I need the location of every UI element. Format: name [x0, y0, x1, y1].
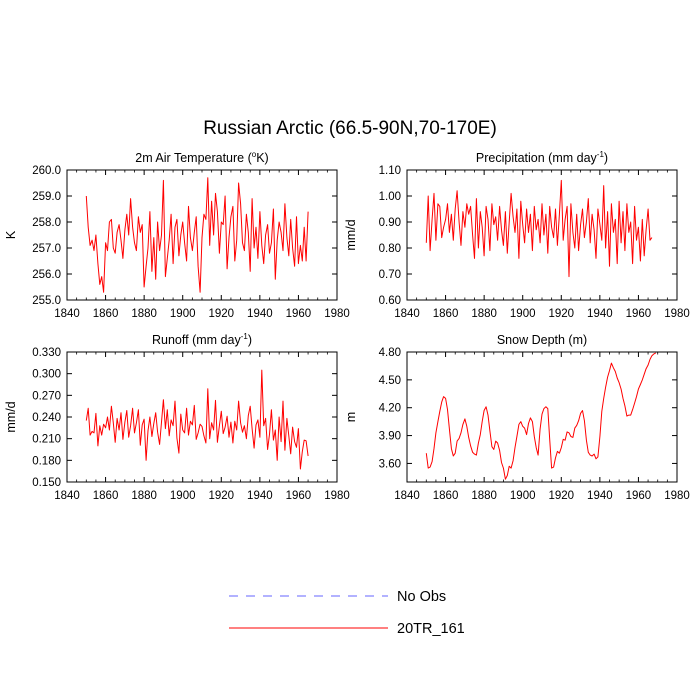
y-tick-label: 0.180: [32, 455, 61, 467]
legend-label: 20TR_161: [397, 621, 465, 637]
x-tick-label: 1860: [433, 490, 459, 502]
plot-frame: [406, 351, 678, 483]
legend-item: 20TR_161: [229, 621, 465, 637]
y-axis-label: K: [4, 230, 18, 239]
plot-frame: [66, 169, 338, 301]
x-tick-label: 1840: [54, 308, 80, 320]
series-line-20TR_161: [425, 352, 657, 480]
x-tick-label: 1960: [286, 308, 312, 320]
panel-title: Precipitation (mm day-1): [476, 150, 608, 165]
x-tick-label: 1860: [93, 490, 119, 502]
y-tick-label: 0.240: [32, 412, 61, 424]
y-tick-label: 4.20: [379, 403, 401, 415]
x-tick-label: 1880: [131, 308, 157, 320]
x-tick-label: 1880: [131, 490, 157, 502]
x-tick-label: 1840: [394, 308, 420, 320]
panel-3: Runoff (mm day-1) mm/d 1840 1860 1880 1900 192…: [4, 332, 350, 502]
y-axis-label: m: [344, 412, 358, 422]
panel-title-main: Precipitation (mm day: [476, 151, 598, 165]
panel-title: Runoff (mm day-1): [152, 332, 252, 347]
y-tick-label: 0.210: [32, 434, 61, 446]
y-tick-label: 255.0: [32, 295, 61, 307]
x-tick-label: 1980: [664, 308, 690, 320]
panel-title-main: 2m Air Temperature (: [135, 151, 252, 165]
x-tick-label: 1900: [170, 308, 196, 320]
x-tick-label: 1980: [664, 490, 690, 502]
y-tick-label: 260.0: [32, 165, 61, 177]
y-tick-label: 3.60: [379, 458, 401, 470]
x-tick-label: 1960: [286, 490, 312, 502]
y-tick-label: 1.10: [379, 165, 401, 177]
x-tick-label: 1880: [471, 308, 497, 320]
panel-title: 2m Air Temperature (oK): [135, 150, 268, 165]
y-tick-label: 0.150: [32, 477, 61, 489]
x-tick-label: 1960: [626, 308, 652, 320]
x-tick-label: 1940: [247, 308, 273, 320]
y-tick-label: 0.80: [379, 243, 401, 255]
y-axis-label: mm/d: [344, 219, 358, 250]
y-tick-label: 258.0: [32, 217, 61, 229]
panel-title-end: K): [256, 151, 269, 165]
series-line-20TR_161: [85, 369, 309, 470]
panel-4: Snow Depth (m) m 1840 1860 1880 1900 1920 1940 1…: [344, 333, 690, 502]
legend: No Obs 20TR_161: [229, 589, 465, 637]
y-tick-label: 4.80: [379, 347, 401, 359]
figure-title: Russian Arctic (66.5-90N,70-170E): [203, 118, 497, 139]
x-tick-label: 1960: [626, 490, 652, 502]
x-tick-label: 1900: [510, 490, 536, 502]
series-line-20TR_161: [85, 177, 309, 293]
panel-title-main: Snow Depth (m): [497, 333, 587, 347]
y-tick-label: 1.00: [379, 191, 401, 203]
x-tick-label: 1980: [324, 308, 350, 320]
panel-title-main: Runoff (mm day: [152, 333, 241, 347]
x-tick-label: 1900: [170, 490, 196, 502]
y-tick-label: 0.300: [32, 369, 61, 381]
x-tick-label: 1840: [54, 490, 80, 502]
y-tick-label: 257.0: [32, 243, 61, 255]
series-line-20TR_161: [425, 179, 653, 278]
panel-title-sup: o: [252, 150, 257, 159]
panel-title-sup: -1: [241, 332, 249, 341]
x-tick-label: 1940: [587, 490, 613, 502]
x-tick-label: 1880: [471, 490, 497, 502]
x-tick-label: 1920: [548, 490, 574, 502]
panel-title-end: ): [248, 333, 252, 347]
y-tick-label: 0.90: [379, 217, 401, 229]
y-tick-label: 256.0: [32, 269, 61, 281]
panel-title-sup: -1: [597, 150, 605, 159]
panel-1: 2m Air Temperature (oK) K 1840 1860 1880 1900…: [4, 150, 350, 320]
y-axis-label: mm/d: [4, 401, 18, 432]
y-tick-label: 0.60: [379, 295, 401, 307]
x-tick-label: 1940: [587, 308, 613, 320]
x-tick-label: 1920: [548, 308, 574, 320]
x-tick-label: 1940: [247, 490, 273, 502]
legend-item: No Obs: [229, 589, 446, 605]
plot-frame: [406, 169, 678, 301]
panel-title: Snow Depth (m): [497, 333, 587, 347]
x-tick-label: 1980: [324, 490, 350, 502]
y-tick-label: 3.90: [379, 431, 401, 443]
panel-2: Precipitation (mm day-1) mm/d 1840 1860 1880…: [344, 150, 690, 320]
panel-title-end: ): [604, 151, 608, 165]
x-tick-label: 1860: [433, 308, 459, 320]
x-tick-label: 1860: [93, 308, 119, 320]
y-tick-label: 4.50: [379, 375, 401, 387]
x-tick-label: 1840: [394, 490, 420, 502]
y-tick-label: 0.330: [32, 347, 61, 359]
y-tick-label: 0.270: [32, 390, 61, 402]
y-tick-label: 259.0: [32, 191, 61, 203]
y-tick-label: 0.70: [379, 269, 401, 281]
x-tick-label: 1900: [510, 308, 536, 320]
panels: 2m Air Temperature (oK) K 1840 1860 1880 1900…: [4, 150, 690, 502]
plot-frame: [66, 351, 338, 483]
x-tick-label: 1920: [208, 308, 234, 320]
legend-label: No Obs: [397, 589, 446, 605]
x-tick-label: 1920: [208, 490, 234, 502]
